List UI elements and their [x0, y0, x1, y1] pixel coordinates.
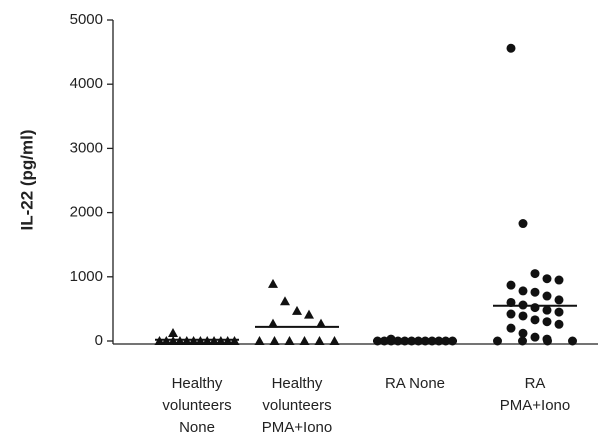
- x-tick-label: RA: [525, 375, 546, 392]
- data-point: [506, 309, 516, 319]
- x-tick-label: volunteers: [262, 397, 331, 414]
- data-point: [518, 311, 528, 321]
- data-point: [254, 336, 265, 345]
- data-point: [299, 336, 310, 345]
- x-tick-label: PMA+Iono: [262, 419, 332, 436]
- data-point: [542, 317, 552, 327]
- data-point: [542, 305, 552, 315]
- data-point: [386, 334, 396, 344]
- data-point: [168, 327, 178, 337]
- y-tick-label: 2000: [70, 204, 103, 221]
- data-point: [554, 307, 564, 317]
- data-point: [530, 315, 540, 325]
- data-point: [554, 275, 564, 285]
- y-tick-label: 3000: [70, 139, 103, 156]
- data-point: [530, 332, 540, 342]
- y-tick-label: 1000: [70, 268, 103, 285]
- y-tick-label: 5000: [70, 11, 103, 28]
- y-tick-label: 0: [95, 332, 103, 349]
- data-point: [518, 328, 528, 338]
- x-tick-label: Healthy: [272, 375, 323, 392]
- x-tick-label: RA None: [385, 375, 445, 392]
- data-point: [530, 303, 540, 313]
- x-tick-label: None: [179, 419, 215, 436]
- data-point: [518, 286, 528, 296]
- data-point: [280, 296, 290, 306]
- data-point: [530, 287, 540, 297]
- data-point: [518, 219, 528, 229]
- data-point: [316, 318, 326, 328]
- data-point: [554, 319, 564, 329]
- data-point: [530, 269, 540, 279]
- data-point: [542, 291, 552, 301]
- data-point: [506, 280, 516, 290]
- data-point: [269, 336, 280, 345]
- data-point: [304, 309, 314, 319]
- data-point: [329, 336, 340, 345]
- data-point: [554, 295, 564, 305]
- data-point: [314, 336, 325, 345]
- data-point: [268, 278, 278, 288]
- x-tick-label: PMA+Iono: [500, 397, 570, 414]
- x-tick-label: Healthy: [172, 375, 223, 392]
- data-point: [568, 336, 577, 346]
- y-tick-label: 4000: [70, 75, 103, 92]
- data-point: [292, 305, 302, 315]
- data-point: [493, 336, 502, 346]
- x-tick-label: volunteers: [162, 397, 231, 414]
- data-point: [506, 43, 516, 53]
- y-axis-label: IL-22 (pg/ml): [17, 129, 36, 230]
- data-point: [284, 336, 295, 345]
- data-point: [268, 318, 278, 328]
- data-point: [506, 323, 516, 333]
- data-point: [543, 336, 552, 346]
- data-point: [542, 274, 552, 284]
- data-point: [518, 336, 527, 346]
